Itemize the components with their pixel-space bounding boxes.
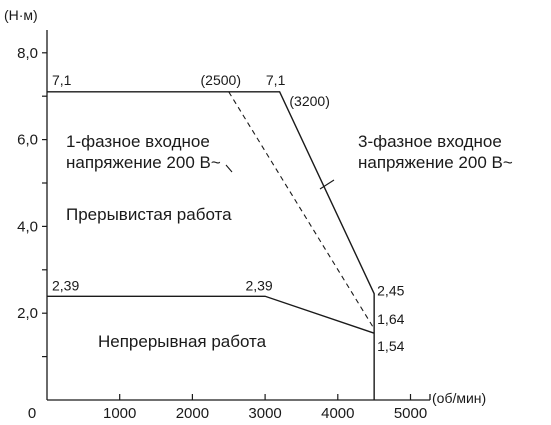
three-phase-label-line1: 3-фазное входное xyxy=(358,132,502,151)
series-line-2 xyxy=(228,91,375,330)
data-point-label: (3200) xyxy=(289,93,329,109)
data-point-label: 2,39 xyxy=(245,277,272,293)
data-point-label: (2500) xyxy=(201,72,241,88)
x-tick-label: 1000 xyxy=(103,405,136,422)
point-labels: 7,1 (2500) 7,1(3200)2,39 2,39 2,451,641,54 xyxy=(52,72,405,354)
data-point-label: 2,45 xyxy=(377,283,404,299)
y-tick-label: 8,0 xyxy=(17,45,38,62)
three-phase-leader xyxy=(319,179,335,190)
x-tick-label: 2000 xyxy=(176,405,209,422)
y-tick-label: 4,0 xyxy=(17,218,38,235)
three-phase-label-line2: напряжение 200 В~ xyxy=(358,153,513,172)
y-axis-ticks: 2,0 4,0 6,0 8,0 xyxy=(17,45,47,358)
data-point-label: 2,39 xyxy=(52,277,79,293)
series-line-0 xyxy=(47,91,375,400)
data-point-label: 7,1 xyxy=(266,72,286,88)
x-axis-unit: (об/мин) xyxy=(432,390,486,406)
single-phase-label-line2: напряжение 200 В~ xyxy=(66,153,221,172)
single-phase-leader xyxy=(225,164,233,173)
data-point-label: 7,1 xyxy=(52,72,72,88)
x-tick-label: 3000 xyxy=(248,405,281,422)
intermittent-operation-label: Прерывистая работа xyxy=(66,205,232,224)
origin-label: 0 xyxy=(28,405,36,422)
x-axis-ticks: 1000 2000 3000 4000 5000 xyxy=(103,394,427,422)
y-tick-label: 6,0 xyxy=(17,132,38,149)
continuous-operation-label: Непрерывная работа xyxy=(98,332,267,351)
y-tick-label: 2,0 xyxy=(17,305,38,322)
y-axis-unit: (Н·м) xyxy=(4,7,38,23)
x-tick-label: 5000 xyxy=(394,405,427,422)
single-phase-label-line1: 1-фазное входное xyxy=(66,132,210,151)
data-point-label: 1,54 xyxy=(377,338,404,354)
x-tick-label: 4000 xyxy=(321,405,354,422)
data-point-label: 1,64 xyxy=(377,311,404,327)
series-line-1 xyxy=(47,295,375,334)
chart-lines xyxy=(47,91,375,400)
